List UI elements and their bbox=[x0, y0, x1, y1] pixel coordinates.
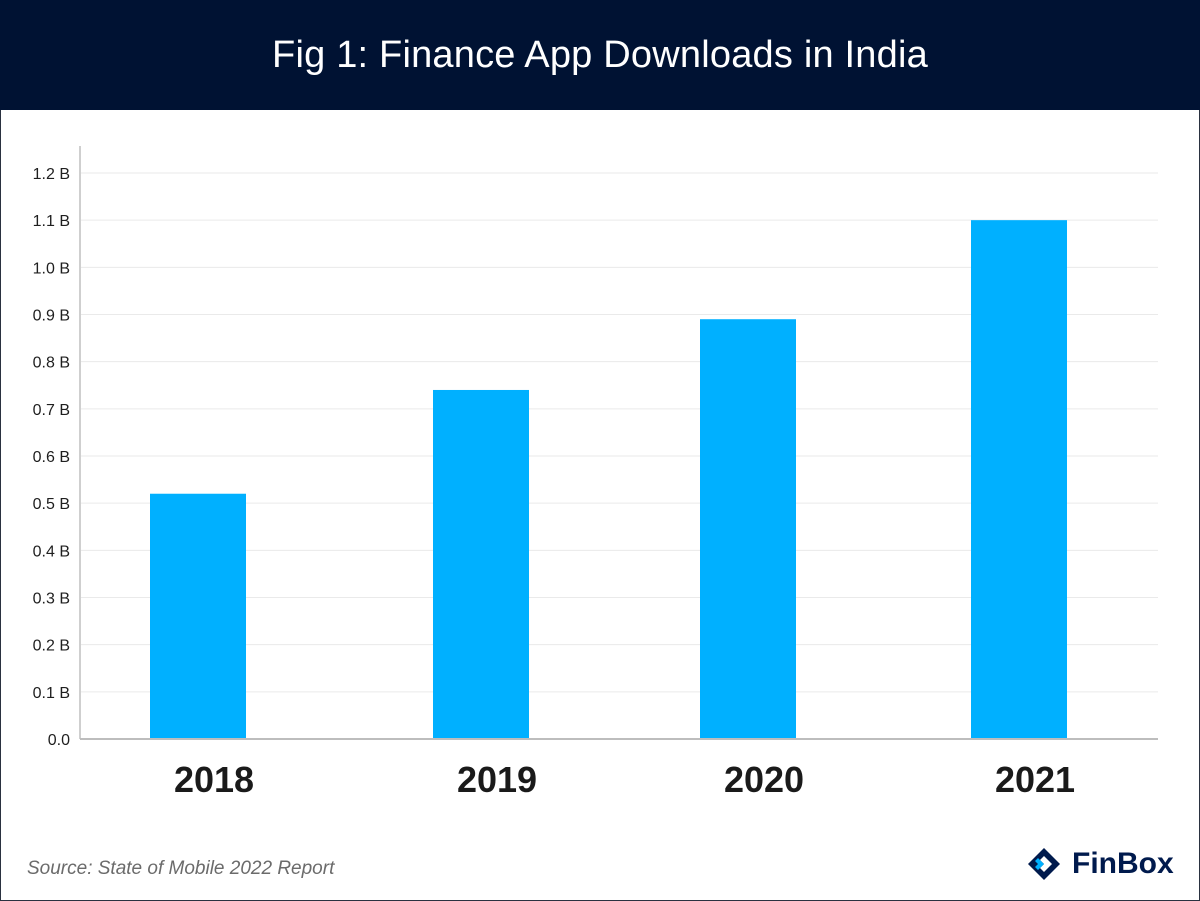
x-tick-label-2020: 2020 bbox=[724, 759, 804, 800]
chart-header: Fig 1: Finance App Downloads in India bbox=[0, 0, 1200, 110]
bars bbox=[150, 220, 1067, 739]
finbox-logo-icon bbox=[1028, 848, 1060, 880]
brand: FinBox bbox=[1026, 846, 1174, 882]
x-tick-label-2018: 2018 bbox=[174, 759, 254, 800]
x-axis-labels: 2018 2019 2020 2021 bbox=[174, 759, 1075, 800]
brand-name: FinBox bbox=[1072, 847, 1174, 880]
y-tick-label: 0.6 B bbox=[33, 449, 70, 466]
x-tick-label-2021: 2021 bbox=[995, 759, 1075, 800]
y-axis-ticks: 0.0 0.1 B 0.2 B 0.3 B 0.4 B 0.5 B 0.6 B 0.7 B 0.… bbox=[33, 166, 70, 749]
bar-2019 bbox=[433, 389, 529, 739]
y-tick-label: 1.1 B bbox=[33, 213, 70, 230]
y-tick-label: 0.3 B bbox=[33, 591, 70, 608]
y-tick-label: 0.1 B bbox=[33, 685, 70, 702]
bar-2021 bbox=[971, 220, 1067, 739]
source-note: Source: State of Mobile 2022 Report bbox=[27, 858, 335, 879]
y-tick-label: 1.0 B bbox=[33, 260, 70, 277]
y-tick-label: 0.2 B bbox=[33, 638, 70, 655]
chart-title: Fig 1: Finance App Downloads in India bbox=[272, 33, 928, 76]
x-tick-label-2019: 2019 bbox=[457, 759, 537, 800]
y-tick-label: 0.5 B bbox=[33, 496, 70, 513]
y-tick-label: 1.2 B bbox=[33, 166, 70, 183]
y-tick-label: 0.9 B bbox=[33, 308, 70, 325]
y-tick-label: 0.8 B bbox=[33, 355, 70, 372]
y-tick-label: 0.4 B bbox=[33, 543, 70, 560]
bar-2018 bbox=[150, 493, 246, 739]
y-tick-label: 0.0 bbox=[48, 732, 70, 749]
bar-2020 bbox=[700, 319, 796, 739]
y-tick-label: 0.7 B bbox=[33, 402, 70, 419]
